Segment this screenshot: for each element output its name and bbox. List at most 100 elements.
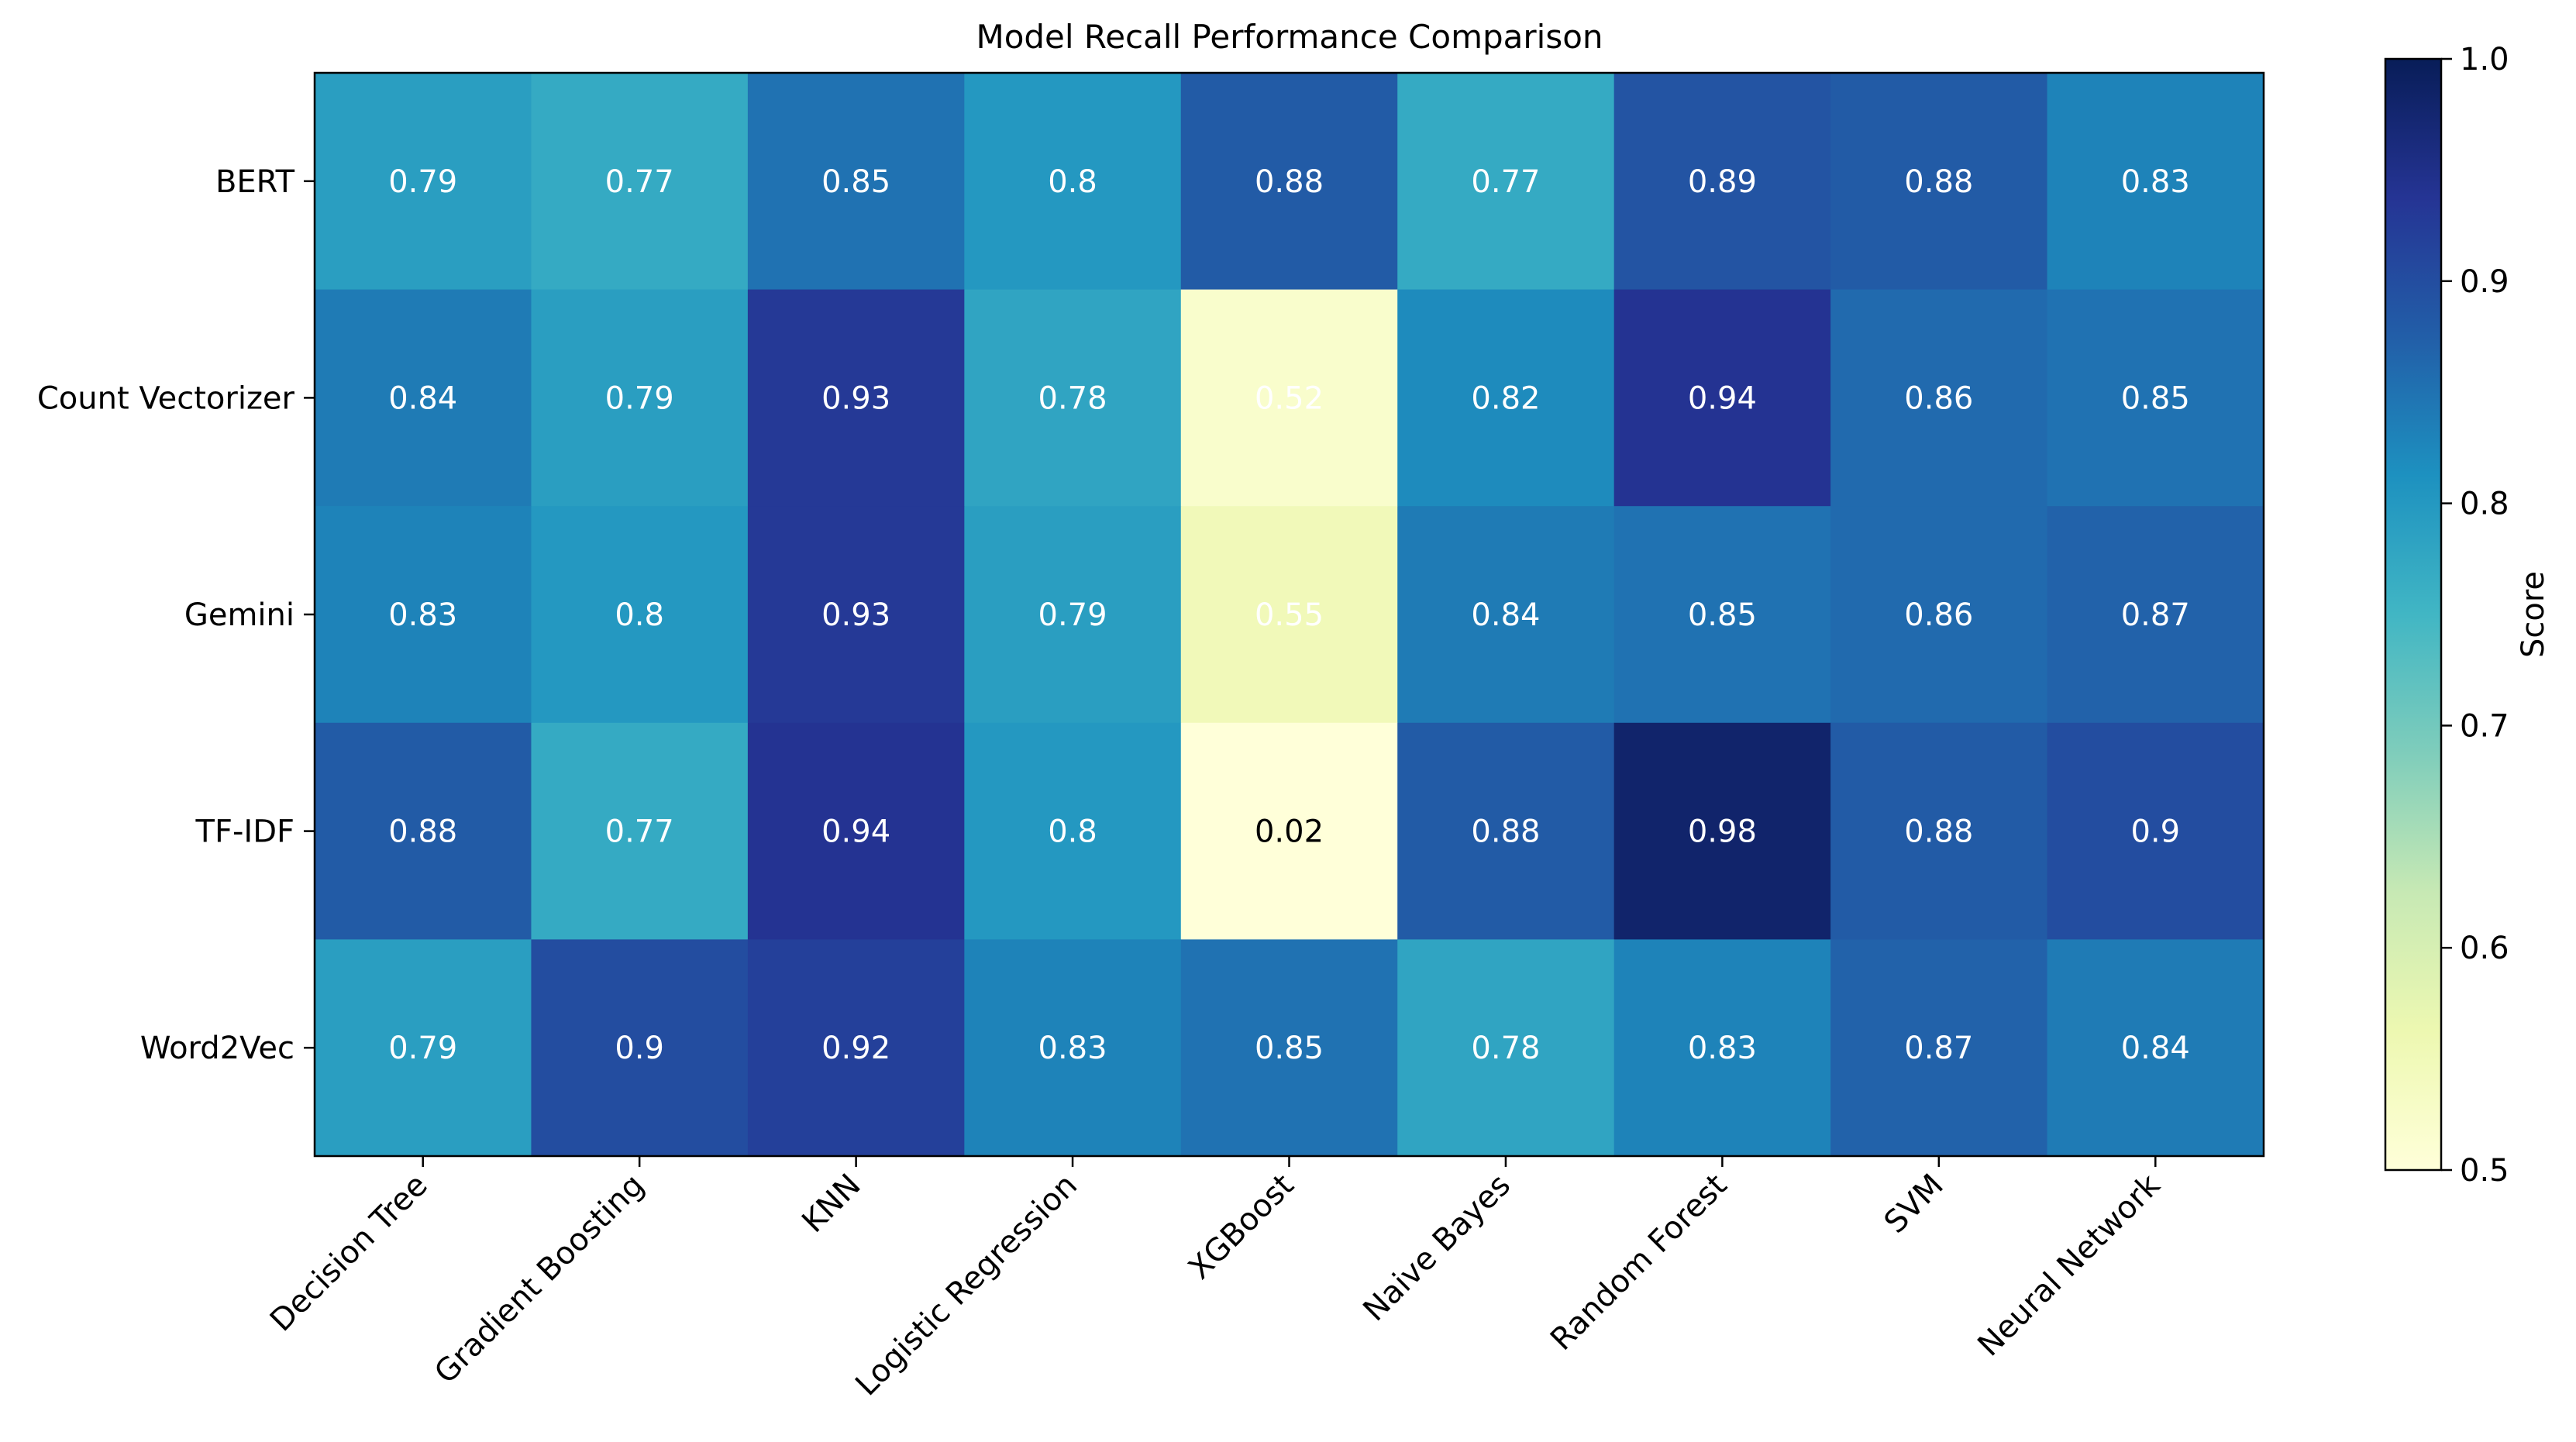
heatmap-cell [747, 506, 965, 724]
cell-value-label: 0.82 [1471, 380, 1540, 416]
cell-value-label: 0.84 [1471, 597, 1540, 633]
colorbar-frame [2384, 57, 2443, 1172]
cell-value-label: 0.8 [1048, 164, 1097, 200]
heatmap-cell [1397, 506, 1615, 724]
heatmap-cell [2047, 506, 2264, 724]
heatmap-cell [1830, 506, 2048, 724]
y-tick-label: Count Vectorizer [37, 380, 295, 416]
cell-value-label: 0.9 [615, 1031, 664, 1066]
cell-value-label: 0.83 [1688, 1031, 1757, 1066]
heatmap-cell [1180, 289, 1398, 507]
cell-value-label: 0.79 [1038, 597, 1107, 633]
cell-value-label: 0.02 [1255, 814, 1324, 850]
colorbar-tick-label: 0.9 [2460, 264, 2509, 300]
heatmap-cell [531, 939, 749, 1157]
cell-value-label: 0.77 [1471, 164, 1540, 200]
heatmap-cell [1180, 73, 1398, 291]
colorbar-tick-label: 0.8 [2460, 487, 2509, 522]
heatmap-cell [531, 289, 749, 507]
cell-value-label: 0.77 [605, 814, 674, 850]
colorbar-tick-label: 1.0 [2460, 42, 2509, 77]
heatmap-cell [964, 289, 1182, 507]
cell-value-label: 0.83 [388, 597, 457, 633]
cell-value-label: 0.87 [2121, 597, 2190, 633]
heatmap-cell [315, 289, 532, 507]
heatmap-cell [1830, 289, 2048, 507]
heatmap-cell [315, 722, 532, 940]
cell-value-label: 0.85 [2121, 380, 2190, 416]
x-tick-label: Naive Bayes [1356, 1168, 1517, 1329]
cell-value-label: 0.86 [1904, 597, 1973, 633]
heatmap-cell [1180, 506, 1398, 724]
cell-value-label: 0.79 [388, 164, 457, 200]
cell-value-label: 0.93 [821, 597, 890, 633]
cell-value-label: 0.98 [1688, 814, 1757, 850]
colorbar-label: Score [2516, 571, 2551, 658]
y-tick-label: TF-IDF [195, 814, 294, 850]
cell-value-label: 0.88 [1471, 814, 1540, 850]
y-tick-label: Word2Vec [140, 1031, 294, 1066]
cell-value-label: 0.83 [2121, 164, 2190, 200]
heatmap-cell [2047, 939, 2264, 1157]
heatmap-cell [747, 722, 965, 940]
heatmap-cell [531, 506, 749, 724]
cell-value-label: 0.9 [2130, 814, 2180, 850]
cell-value-label: 0.88 [1904, 164, 1973, 200]
heatmap-cell-labels: 0.79 0.77 0.85 0.8 0.88 0.77 0.89 0.88 0.83 0.84 0… [388, 164, 2190, 1066]
chart-title: Model Recall Performance Comparison [976, 18, 1603, 56]
y-tick-label: Gemini [184, 597, 294, 633]
heatmap-cell [315, 939, 532, 1157]
heatmap-cell [964, 939, 1182, 1157]
cell-value-label: 0.78 [1038, 380, 1107, 416]
colorbar-tick-label: 0.7 [2460, 708, 2509, 744]
cell-value-label: 0.88 [1255, 164, 1324, 200]
heatmap-cell [1613, 722, 1831, 940]
x-tick-label: Decision Tree [263, 1168, 435, 1339]
cell-value-label: 0.79 [605, 380, 674, 416]
cell-value-label: 0.8 [1048, 814, 1097, 850]
heatmap-cell [1613, 289, 1831, 507]
heatmap-cell [1613, 506, 1831, 724]
heatmap-cell [315, 73, 532, 291]
heatmap-cell [1397, 73, 1615, 291]
cell-value-label: 0.52 [1255, 380, 1324, 416]
cell-value-label: 0.89 [1688, 164, 1757, 200]
heatmap-cell [1397, 722, 1615, 940]
cell-value-label: 0.88 [1904, 814, 1973, 850]
heatmap-cell [1830, 722, 2048, 940]
heatmap-cell [1613, 73, 1831, 291]
cell-value-label: 0.8 [615, 597, 664, 633]
heatmap-cells [315, 73, 2264, 1157]
heatmap-cell [531, 722, 749, 940]
cell-value-label: 0.84 [2121, 1031, 2190, 1066]
heatmap-cell [2047, 289, 2264, 507]
colorbar-gradient [2385, 59, 2441, 1170]
heatmap-cell [1830, 939, 2048, 1157]
heatmap-cell [1613, 939, 1831, 1157]
heatmap-cell [747, 73, 965, 291]
heatmap-cell [2047, 722, 2264, 940]
cell-value-label: 0.92 [821, 1031, 890, 1066]
x-tick-label: Neural Network [1971, 1167, 2168, 1364]
x-tick-label: Random Forest [1544, 1168, 1734, 1358]
cell-value-label: 0.87 [1904, 1031, 1973, 1066]
cell-value-label: 0.85 [821, 164, 890, 200]
heatmap-cell [1397, 939, 1615, 1157]
heatmap-cell [747, 939, 965, 1157]
y-tick-label: BERT [215, 164, 295, 200]
cell-value-label: 0.79 [388, 1031, 457, 1066]
cell-value-label: 0.83 [1038, 1031, 1107, 1066]
heatmap-cell [964, 73, 1182, 291]
cell-value-label: 0.94 [821, 814, 890, 850]
heatmap-cell [964, 506, 1182, 724]
colorbar-tick-label: 0.6 [2460, 931, 2509, 966]
cell-value-label: 0.94 [1688, 380, 1757, 416]
x-tick-label: Logistic Regression [849, 1168, 1084, 1403]
heatmap-cell [747, 289, 965, 507]
cell-value-label: 0.85 [1255, 1031, 1324, 1066]
cell-value-label: 0.85 [1688, 597, 1757, 633]
y-axis: BERT Count Vectorizer Gemini TF-IDF Word2Vec [37, 164, 315, 1066]
